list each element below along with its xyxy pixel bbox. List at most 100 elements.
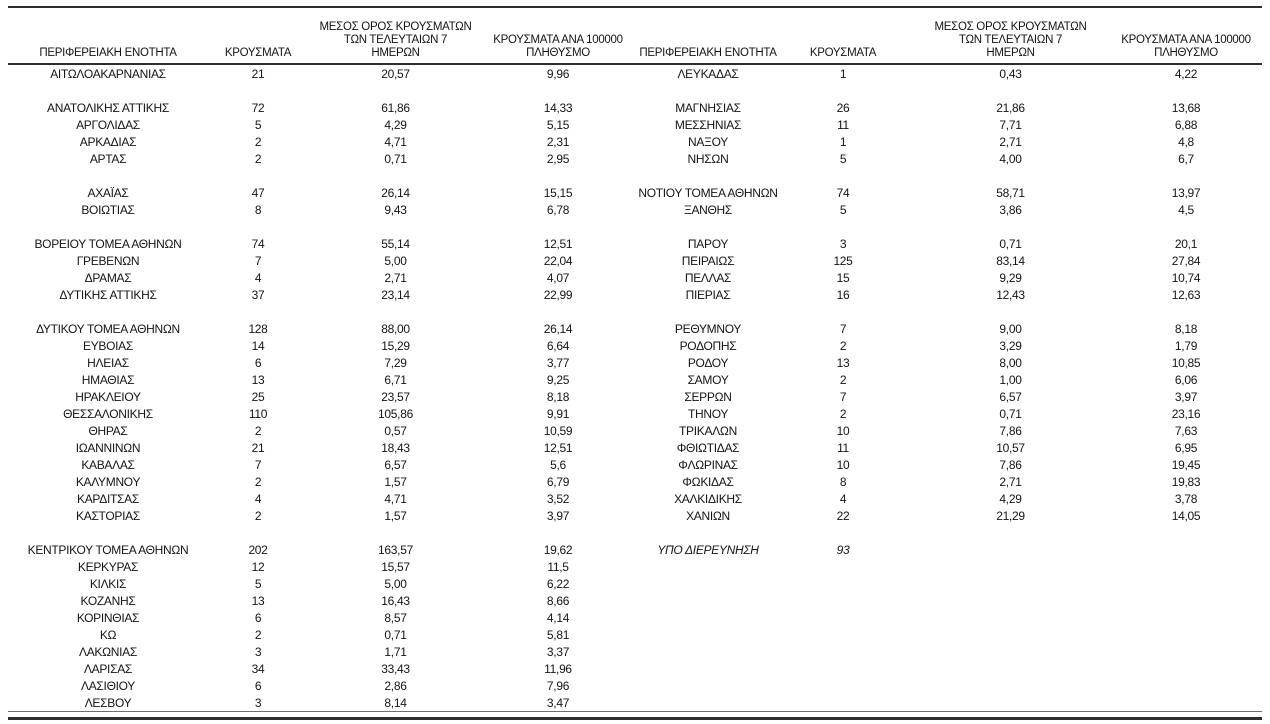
per100k-cell: 10,59 bbox=[543, 423, 573, 438]
avg7-cell: 5,00 bbox=[384, 253, 407, 268]
cases-cell: 128 bbox=[248, 321, 268, 336]
blank-row bbox=[8, 167, 1262, 184]
region-cell: ΡΕΘΥΜΝΟΥ bbox=[674, 321, 742, 336]
bottom-rule-thin bbox=[8, 711, 1262, 712]
cases-cell: 25 bbox=[251, 389, 265, 404]
avg7-cell: 7,29 bbox=[384, 355, 407, 370]
region-cell: ΒΟΙΩΤΙΑΣ bbox=[81, 202, 135, 217]
avg7-cell: 0,43 bbox=[999, 66, 1022, 81]
avg7-cell: 1,71 bbox=[384, 644, 407, 659]
per100k-cell: 3,37 bbox=[546, 644, 570, 659]
table-row: ΚΩ 2 0,71 5,81 bbox=[8, 626, 1262, 643]
avg7-cell: 4,71 bbox=[384, 134, 407, 149]
avg7-cell: 83,14 bbox=[996, 253, 1025, 268]
region-cell: ΗΛΕΙΑΣ bbox=[87, 355, 129, 370]
avg7-cell: 6,71 bbox=[384, 372, 407, 387]
per100k-cell: 3,77 bbox=[546, 355, 570, 370]
avg7-cell: 55,14 bbox=[381, 236, 410, 251]
region-cell: ΔΥΤΙΚΗΣ ΑΤΤΙΚΗΣ bbox=[59, 287, 157, 302]
per100k-cell: 8,18 bbox=[1174, 321, 1198, 336]
region-cell: ΝΗΣΩΝ bbox=[687, 151, 729, 166]
cases-cell: 125 bbox=[833, 253, 853, 268]
blank-row bbox=[8, 218, 1262, 235]
header-per100k-left: ΚΡΟΥΣΜΑΤΑ ΑΝΑ 100000 ΠΛΗΘΥΣΜΟ bbox=[483, 34, 633, 60]
table-row: ΚΟΖΑΝΗΣ 13 16,43 8,66 bbox=[8, 592, 1262, 609]
table-row: ΑΙΤΩΛΟΑΚΑΡΝΑΝΙΑΣ 21 20,57 9,96 ΛΕΥΚΑΔΑΣ 1 0,43… bbox=[8, 65, 1262, 82]
header-cases-right: ΚΡΟΥΣΜΑΤΑ bbox=[809, 47, 877, 59]
header-avg7-line1: ΜΕΣΟΣ ΟΡΟΣ ΚΡΟΥΣΜΑΤΩΝ bbox=[319, 21, 472, 33]
table-row: ΚΕΝΤΡΙΚΟΥ ΤΟΜΕΑ ΑΘΗΝΩΝ 202 163,57 19,62 ΥΠΟ … bbox=[8, 541, 1262, 558]
region-cell: ΙΩΑΝΝΙΝΩΝ bbox=[75, 440, 141, 455]
region-cell: ΛΑΣΙΘΙΟΥ bbox=[81, 678, 135, 693]
table-row: ΚΑΡΔΙΤΣΑΣ 4 4,71 3,52 ΧΑΛΚΙΔΙΚΗΣ 4 4,29 3,78 bbox=[8, 490, 1262, 507]
cases-cell: 5 bbox=[839, 202, 847, 217]
cases-cell: 22 bbox=[836, 508, 850, 523]
header-per100k-line1: ΚΡΟΥΣΜΑΤΑ ΑΝΑ 100000 bbox=[1121, 34, 1251, 46]
header-per100k-line2: ΠΛΗΘΥΣΜΟ bbox=[526, 47, 590, 59]
region-cell: ΣΑΜΟΥ bbox=[687, 372, 729, 387]
cases-cell: 72 bbox=[251, 100, 265, 115]
per100k-cell: 3,97 bbox=[546, 508, 570, 523]
per100k-cell: 9,91 bbox=[546, 406, 570, 421]
region-cell: ΧΑΛΚΙΔΙΚΗΣ bbox=[674, 491, 742, 506]
table-row: ΚΑΛΥΜΝΟΥ 2 1,57 6,79 ΦΩΚΙΔΑΣ 8 2,71 19,83 bbox=[8, 473, 1262, 490]
region-cell: ΚΕΝΤΡΙΚΟΥ ΤΟΜΕΑ ΑΘΗΝΩΝ bbox=[27, 542, 189, 557]
table-row: ΘΕΣΣΑΛΟΝΙΚΗΣ 110 105,86 9,91 ΤΗΝΟΥ 2 0,71 23,16 bbox=[8, 405, 1262, 422]
per100k-cell: 4,14 bbox=[546, 610, 570, 625]
table-row: ΚΙΛΚΙΣ 5 5,00 6,22 bbox=[8, 575, 1262, 592]
avg7-cell: 6,57 bbox=[999, 389, 1022, 404]
region-cell: ΚΑΒΑΛΑΣ bbox=[81, 457, 135, 472]
cases-cell: 3 bbox=[254, 644, 262, 659]
per100k-cell: 6,88 bbox=[1174, 117, 1198, 132]
avg7-cell: 0,57 bbox=[384, 423, 407, 438]
per100k-cell: 10,85 bbox=[1171, 355, 1201, 370]
per100k-cell: 8,66 bbox=[546, 593, 570, 608]
region-cell: ΚΙΛΚΙΣ bbox=[89, 576, 127, 591]
avg7-cell: 16,43 bbox=[381, 593, 410, 608]
cases-cell: 5 bbox=[254, 117, 262, 132]
region-cell: ΑΙΤΩΛΟΑΚΑΡΝΑΝΙΑΣ bbox=[50, 66, 166, 81]
region-cell: ΡΟΔΟΠΗΣ bbox=[679, 338, 737, 353]
header-region-right: ΠΕΡΙΦΕΡΕΙΑΚΗ ΕΝΟΤΗΤΑ bbox=[639, 47, 777, 59]
per100k-cell: 3,78 bbox=[1174, 491, 1198, 506]
cases-cell: 8 bbox=[839, 474, 847, 489]
avg7-cell: 9,43 bbox=[384, 202, 407, 217]
per100k-cell: 19,45 bbox=[1171, 457, 1201, 472]
header-avg7-line1: ΜΕΣΟΣ ΟΡΟΣ ΚΡΟΥΣΜΑΤΩΝ bbox=[934, 21, 1087, 33]
per100k-cell: 10,74 bbox=[1171, 270, 1201, 285]
blank-row bbox=[8, 524, 1262, 541]
header-avg7-line3: ΗΜΕΡΩΝ bbox=[371, 47, 420, 59]
region-cell: ΚΑΣΤΟΡΙΑΣ bbox=[76, 508, 140, 523]
cases-cell: 13 bbox=[251, 593, 265, 608]
region-cell: ΦΛΩΡΙΝΑΣ bbox=[678, 457, 738, 472]
per100k-cell: 27,84 bbox=[1171, 253, 1201, 268]
region-cell: ΠΑΡΟΥ bbox=[687, 236, 729, 251]
per100k-cell: 12,51 bbox=[543, 236, 573, 251]
per100k-cell: 6,95 bbox=[1174, 440, 1198, 455]
avg7-cell: 7,86 bbox=[999, 457, 1022, 472]
header-per100k-line1: ΚΡΟΥΣΜΑΤΑ ΑΝΑ 100000 bbox=[493, 34, 623, 46]
cases-cell: 4 bbox=[254, 270, 262, 285]
per100k-cell: 26,14 bbox=[543, 321, 573, 336]
avg7-cell: 0,71 bbox=[999, 406, 1022, 421]
table-row: ΓΡΕΒΕΝΩΝ 7 5,00 22,04 ΠΕΙΡΑΙΩΣ 125 83,14 27,84 bbox=[8, 252, 1262, 269]
table-row: ΚΟΡΙΝΘΙΑΣ 6 8,57 4,14 bbox=[8, 609, 1262, 626]
cases-cell: 16 bbox=[836, 287, 850, 302]
cases-cell: 3 bbox=[839, 236, 847, 251]
per100k-cell: 4,5 bbox=[1178, 202, 1194, 217]
cases-cell: 1 bbox=[839, 134, 847, 149]
region-cell: ΗΡΑΚΛΕΙΟΥ bbox=[75, 389, 141, 404]
avg7-cell: 4,00 bbox=[999, 151, 1022, 166]
region-cell: ΤΡΙΚΑΛΩΝ bbox=[679, 423, 737, 438]
region-cell: ΕΥΒΟΙΑΣ bbox=[82, 338, 133, 353]
avg7-cell: 4,29 bbox=[999, 491, 1022, 506]
cases-cell: 21 bbox=[251, 66, 265, 81]
avg7-cell: 61,86 bbox=[381, 100, 410, 115]
region-cell: ΠΕΙΡΑΙΩΣ bbox=[681, 253, 735, 268]
table-row: ΑΝΑΤΟΛΙΚΗΣ ΑΤΤΙΚΗΣ 72 61,86 14,33 ΜΑΓΝΗΣΙΑΣ 2… bbox=[8, 99, 1262, 116]
cases-cell: 74 bbox=[251, 236, 265, 251]
cases-cell: 93 bbox=[836, 542, 850, 557]
per100k-cell: 5,15 bbox=[546, 117, 570, 132]
per100k-cell: 7,96 bbox=[546, 678, 570, 693]
region-cell: ΜΕΣΣΗΝΙΑΣ bbox=[674, 117, 742, 132]
